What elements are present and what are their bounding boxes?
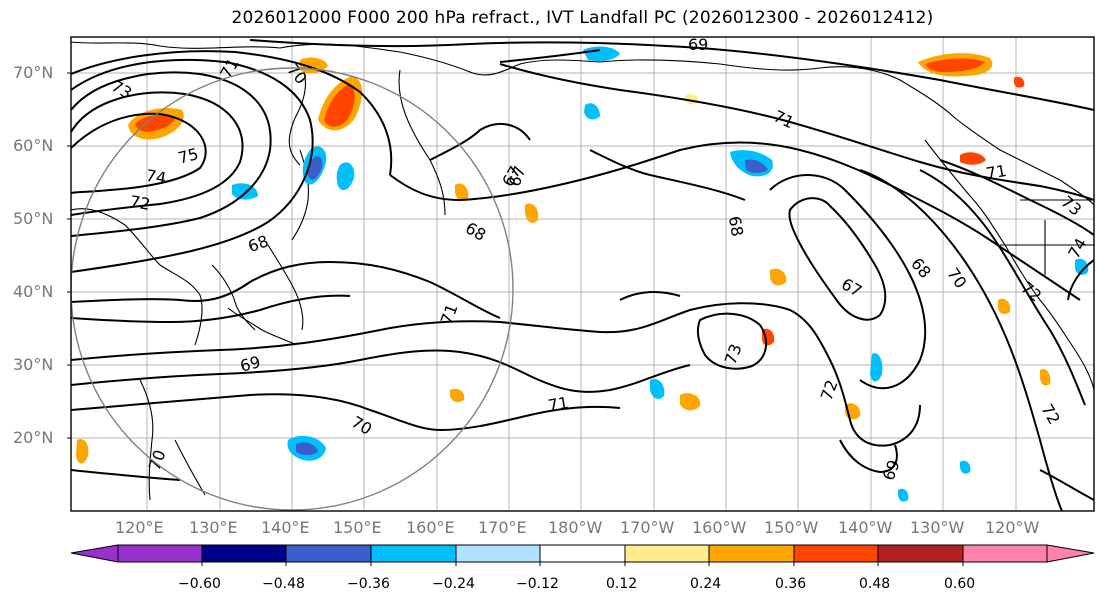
lon-tick-label: 140°W xyxy=(838,518,893,537)
colorbar-bin xyxy=(201,544,287,563)
colorbar-tick-label: 0.60 xyxy=(944,576,976,592)
colorbar-tick-label: 0.48 xyxy=(859,576,891,592)
map-background xyxy=(71,37,1094,511)
tick-marks xyxy=(67,72,71,439)
lon-tick-label: 130°E xyxy=(189,518,238,537)
colorbar-bin xyxy=(708,544,795,563)
colorbar-bin xyxy=(370,544,457,563)
contour-label: 71 xyxy=(985,161,1008,183)
lat-tick-label: 60°N xyxy=(13,136,54,155)
colorbar-bin xyxy=(962,544,1048,563)
gridlines xyxy=(71,37,1094,511)
colorbar-bin xyxy=(117,544,203,563)
colorbar-bin xyxy=(455,544,541,563)
lat-tick-label: 70°N xyxy=(13,63,54,82)
colorbar-bin xyxy=(539,544,626,563)
lon-tick-label: 170°E xyxy=(478,518,527,537)
colorbar-bin xyxy=(624,544,710,563)
colorbar-extend-high xyxy=(1046,544,1095,563)
range-circle xyxy=(71,67,514,511)
colorbar-tick-label: 0.12 xyxy=(606,576,638,592)
lon-tick-label: 120°W xyxy=(985,518,1040,537)
lon-tick-label: 150°E xyxy=(333,518,382,537)
contour-label: 69 xyxy=(688,35,708,54)
lat-tick-label: 40°N xyxy=(13,282,54,301)
lon-tick-label: 180°W xyxy=(548,518,603,537)
contour-label: 74 xyxy=(144,166,167,188)
colorbar-tick-label: −0.48 xyxy=(262,576,305,592)
colorbar-tick-label: 0.36 xyxy=(775,576,807,592)
contour-label: 69 xyxy=(238,352,263,376)
colorbar-tick-label: −0.60 xyxy=(178,576,221,592)
colorbar-tick-label: −0.36 xyxy=(347,576,390,592)
lon-tick-label: 140°E xyxy=(261,518,310,537)
lon-tick-label: 160°E xyxy=(406,518,455,537)
lat-tick-label: 30°N xyxy=(13,355,54,374)
colorbar-extend-low xyxy=(70,544,119,563)
colorbar-tick-label: −0.12 xyxy=(516,576,559,592)
colorbar xyxy=(70,544,1095,566)
colorbar-bin xyxy=(877,544,964,563)
colorbar-bin xyxy=(793,544,879,563)
contour-label: 72 xyxy=(128,192,151,214)
coastlines xyxy=(71,41,1094,501)
colorbar-tick-label: −0.24 xyxy=(432,576,475,592)
contour-label: 68 xyxy=(725,215,747,238)
lon-tick-label: 160°W xyxy=(692,518,747,537)
contour-label: 75 xyxy=(176,144,201,168)
lon-tick-label: 150°W xyxy=(764,518,819,537)
map-border xyxy=(70,36,1095,512)
colorbar-bin xyxy=(285,544,372,563)
contour-lines xyxy=(71,39,1094,511)
contour-label: 71 xyxy=(547,393,570,415)
chart-title: 2026012000 F000 200 hPa refract., IVT La… xyxy=(231,8,934,28)
lat-tick-label: 50°N xyxy=(13,209,54,228)
lat-tick-label: 20°N xyxy=(13,428,54,447)
colorbar-tick-label: 0.24 xyxy=(690,576,722,592)
lon-tick-label: 120°E xyxy=(115,518,164,537)
lon-tick-label: 170°W xyxy=(620,518,675,537)
lon-tick-label: 130°W xyxy=(910,518,965,537)
